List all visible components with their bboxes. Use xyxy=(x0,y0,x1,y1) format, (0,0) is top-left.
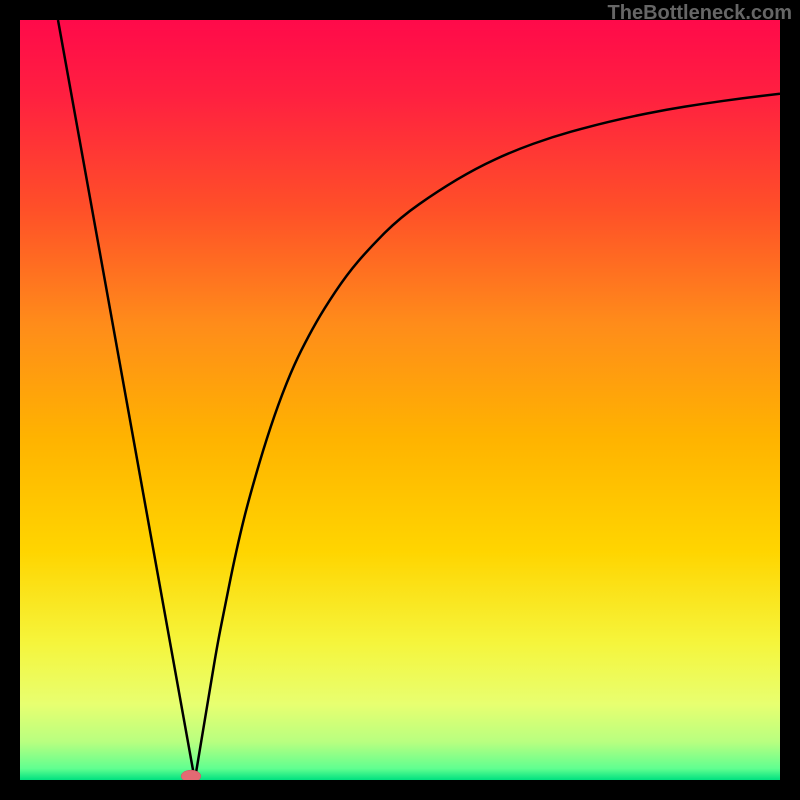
curve-left-branch xyxy=(58,20,195,780)
watermark-text: TheBottleneck.com xyxy=(608,2,792,25)
curve-right-branch xyxy=(195,94,780,780)
bottleneck-marker xyxy=(181,770,201,780)
plot-area xyxy=(20,20,780,780)
curve-svg xyxy=(20,20,780,780)
chart-container: TheBottleneck.com xyxy=(0,0,800,800)
